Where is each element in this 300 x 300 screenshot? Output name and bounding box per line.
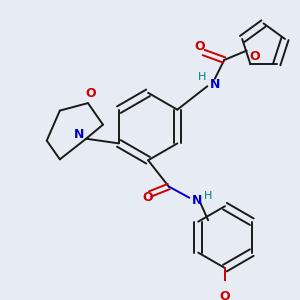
Text: N: N xyxy=(192,194,202,207)
Text: O: O xyxy=(220,290,230,300)
Text: H: H xyxy=(197,72,206,82)
Text: N: N xyxy=(74,128,84,140)
Text: O: O xyxy=(85,87,96,100)
Text: O: O xyxy=(143,191,153,204)
Text: H: H xyxy=(204,191,212,201)
Text: O: O xyxy=(250,50,260,63)
Text: N: N xyxy=(210,78,220,91)
Text: O: O xyxy=(194,40,205,53)
